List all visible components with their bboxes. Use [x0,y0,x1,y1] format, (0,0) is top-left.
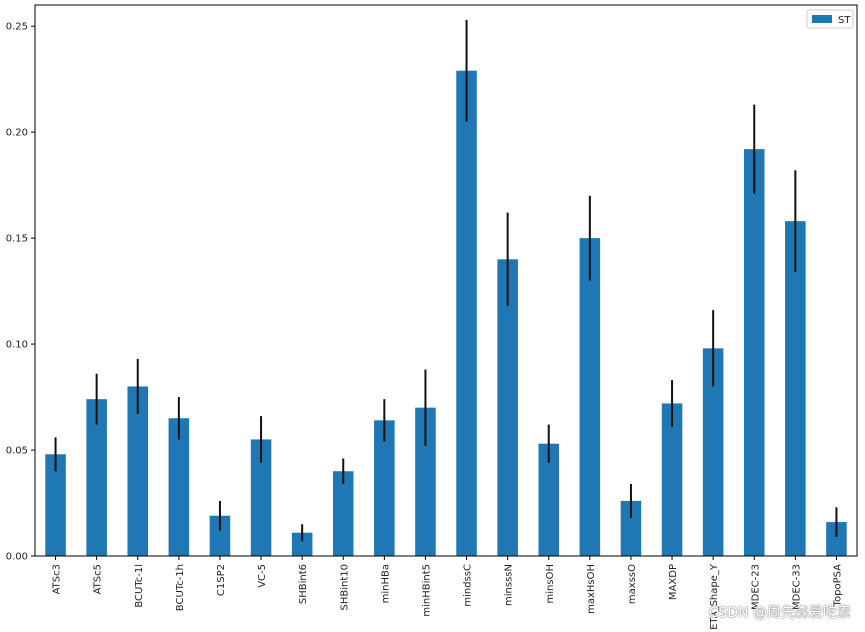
y-tick-label: 0.10 [6,340,28,351]
x-tick-label: ATSc3 [52,564,63,594]
x-tick-label: minsssN [504,564,515,606]
x-tick-label: minsOH [545,564,556,603]
plot-frame [34,4,858,557]
x-tick-label: TopoPSA [832,564,843,608]
watermark: CSDN @周先森爱吃素 [708,605,851,621]
legend-swatch [812,15,832,23]
x-tick-label: ATSc5 [93,564,104,594]
bar-SHBint10 [332,471,354,556]
x-tick-label: BCUTc-1h [175,564,186,611]
bar-minHBint5 [415,407,436,556]
x-axis: ATSc3 ATSc5 BCUTc-1l BCUTc-1h C1SP2 VC-5 SHBin… [52,556,843,630]
bar-minsOH [538,443,560,556]
error-bars-group [54,19,838,542]
bar-MAXDP [661,403,683,556]
y-axis: 0.00 0.05 0.10 0.15 0.20 0.25 [6,22,35,563]
x-tick-label: ETA_Shape_Y [709,563,720,630]
x-tick-label: MDEC-33 [791,564,802,610]
bars-group [45,70,847,556]
y-tick-label: 0.00 [6,552,28,563]
x-tick-label: BCUTc-1l [134,564,145,608]
bar-mindssC [456,70,477,556]
x-tick-label: maxHsOH [586,564,597,614]
legend-label: ST [838,15,851,26]
bar-C1SP2 [209,515,231,556]
bar-minHBa [374,420,395,556]
bar-ATSc5 [86,399,107,556]
x-tick-label: maxssO [627,564,638,604]
bar-maxHsOH [579,238,601,556]
x-tick-label: minHBa [380,564,391,603]
bar-TopoPSA [826,522,847,556]
y-tick-label: 0.15 [6,234,28,245]
x-tick-label: MDEC-23 [750,564,761,610]
bar-minsssN [497,259,518,556]
x-tick-label: C1SP2 [216,564,227,596]
bar-MDEC-23 [743,149,765,556]
bar-ETA_Shape_Y [702,348,724,556]
bar-BCUTc-1l [127,386,149,556]
y-tick-label: 0.20 [6,128,28,139]
x-tick-label: SHBint10 [339,564,350,611]
y-tick-label: 0.05 [6,446,28,457]
bar-ATSc3 [45,454,66,556]
bar-SHBint6 [291,532,313,556]
legend: ST [806,9,854,29]
bar-VC-5 [250,439,272,556]
x-tick-label: MAXDP [668,564,679,600]
x-tick-label: VC-5 [257,564,268,588]
x-tick-label: mindssC [463,564,474,607]
bar-BCUTc-1h [168,418,190,556]
y-tick-label: 0.25 [6,22,28,33]
bar-maxssO [620,500,642,556]
x-tick-label: minHBint5 [421,564,432,617]
x-tick-label: SHBint6 [298,564,309,604]
bar-MDEC-33 [785,221,806,556]
